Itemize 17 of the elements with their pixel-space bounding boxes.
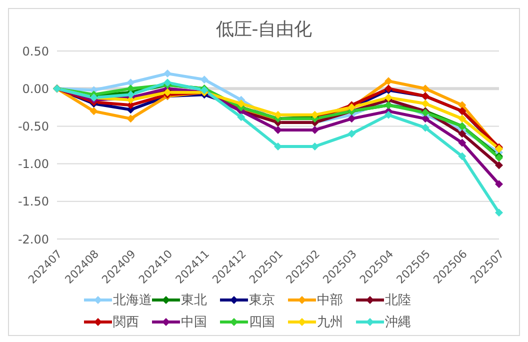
legend-label: 北陸: [385, 292, 411, 309]
legend-label: 中部: [317, 292, 343, 309]
legend-label: 東京: [249, 292, 275, 309]
legend-label: 関西: [113, 314, 139, 331]
y-tick-label: 0.50: [22, 44, 49, 58]
y-tick-label: -1.50: [18, 194, 49, 209]
legend-label: 東北: [181, 292, 207, 309]
legend-label: 四国: [249, 314, 275, 331]
y-tick-label: -2.00: [18, 232, 49, 246]
legend-label: 北海道: [113, 292, 152, 309]
legend-label: 沖縄: [385, 314, 411, 331]
legend-label: 中国: [181, 314, 207, 331]
y-tick-label: -1.00: [18, 157, 49, 172]
chart-title: 低圧-自由化: [214, 18, 314, 42]
y-tick-label: 0.00: [22, 82, 49, 96]
y-tick-label: -0.50: [18, 119, 49, 134]
legend-label: 九州: [317, 314, 343, 331]
